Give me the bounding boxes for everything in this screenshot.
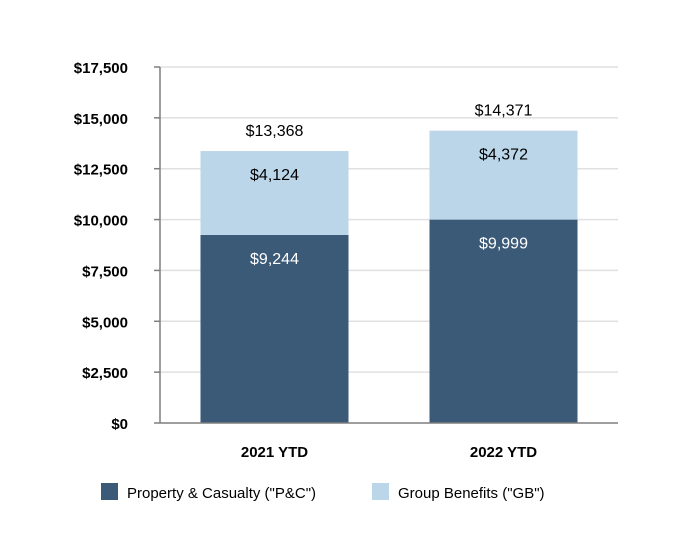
data-label: $4,372 (479, 147, 528, 164)
y-tick-label: $17,500 (74, 60, 128, 77)
bar-segment (429, 219, 578, 423)
data-label: $9,999 (479, 236, 528, 253)
axes: $0 $2,500 $5,000 $7,500 $10,000 $12,500 $15,00… (74, 60, 618, 433)
legend-swatch (372, 483, 389, 500)
legend-swatch (101, 483, 118, 500)
labels: $9,244 $4,124 $13,368 2021 YTD $9,999 $4,372 $… (241, 103, 537, 461)
y-tick-label: $15,000 (74, 111, 128, 128)
y-tick-label: $2,500 (82, 365, 128, 382)
x-category-label: 2021 YTD (241, 444, 308, 461)
y-tick-label: $0 (111, 416, 128, 433)
y-tick-label: $10,000 (74, 213, 128, 230)
total-label: $14,371 (475, 103, 533, 120)
legend-entry: Group Benefits ("GB") (398, 485, 545, 502)
bar-segment (429, 130, 578, 220)
x-category-label: 2022 YTD (470, 444, 537, 461)
y-tick-label: $5,000 (82, 314, 128, 331)
data-label: $9,244 (250, 251, 299, 268)
bar-segment (200, 151, 349, 235)
total-label: $13,368 (246, 123, 304, 140)
legend: Property & Casualty ("P&C") Group Benefit… (101, 483, 545, 502)
bar-segment (200, 234, 349, 423)
bars (200, 130, 578, 423)
y-tick-label: $7,500 (82, 263, 128, 280)
legend-entry: Property & Casualty ("P&C") (127, 485, 316, 502)
data-label: $4,124 (250, 167, 299, 184)
y-tick-label: $12,500 (74, 162, 128, 179)
